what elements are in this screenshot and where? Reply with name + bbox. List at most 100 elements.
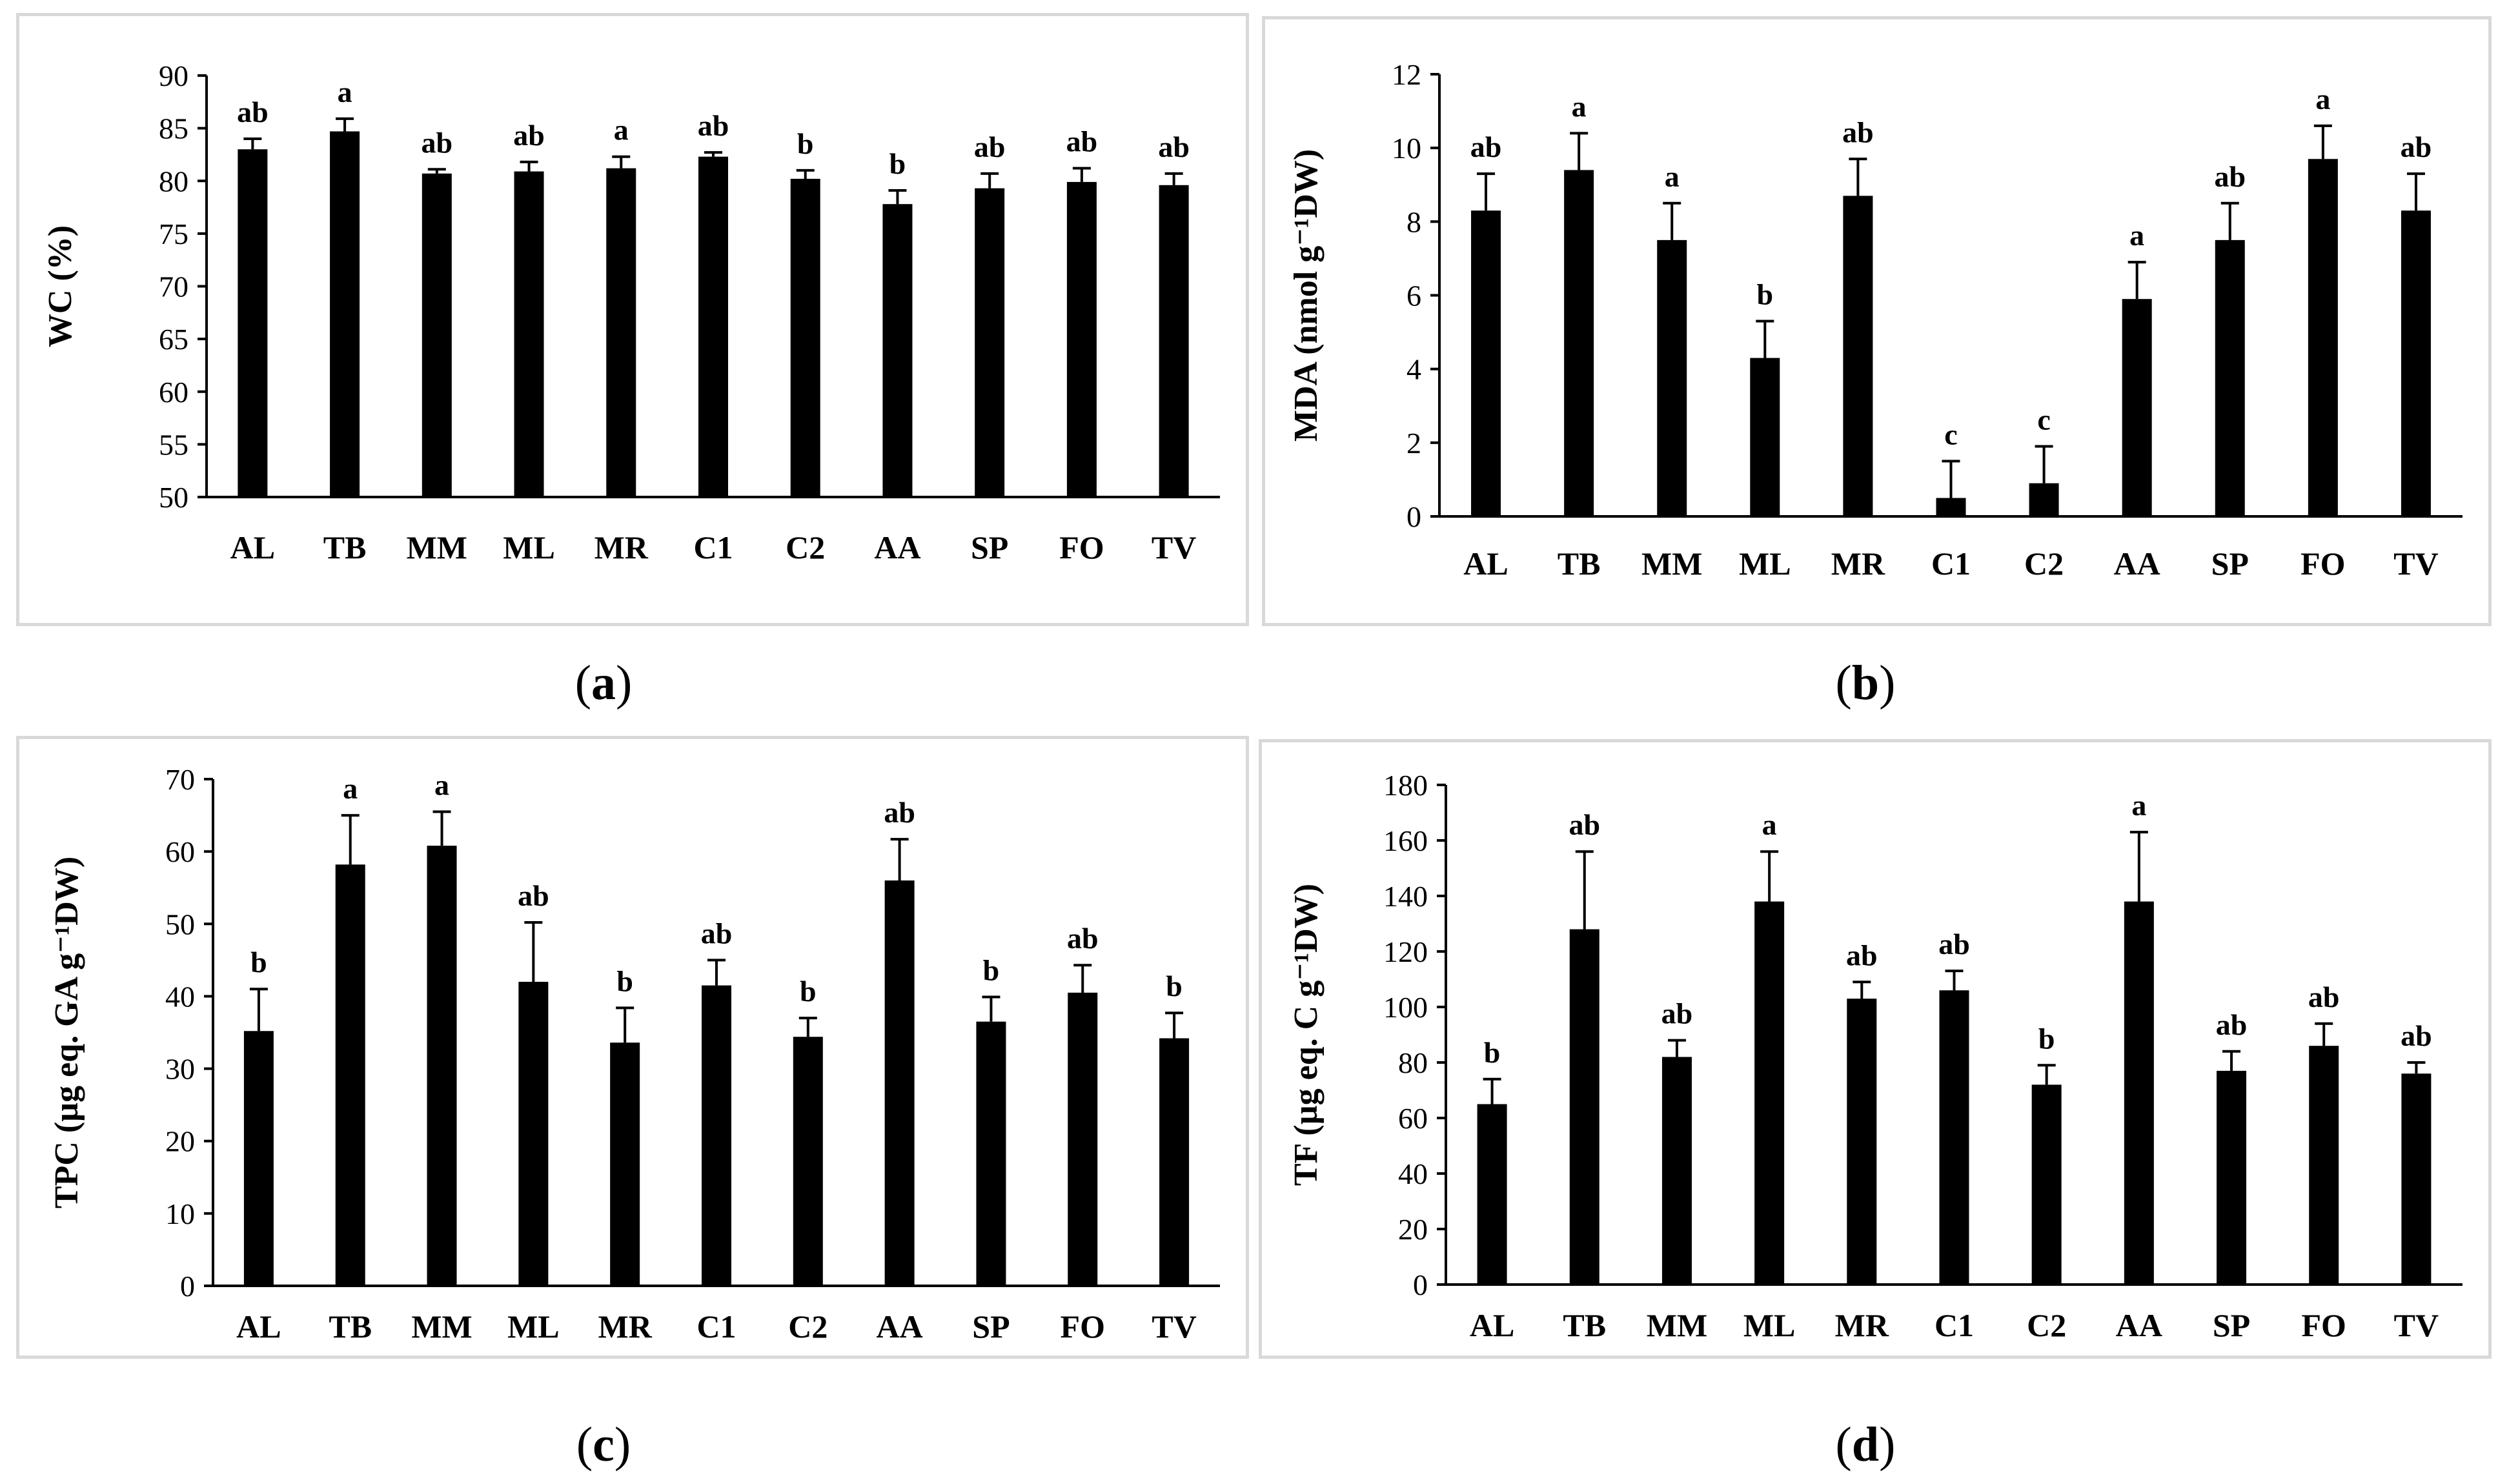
chart-panel-b: 0 2 4 6 8 10 12 MDA (nmol g⁻¹DW) ab AL a TB a MM b ML ab… [1262,16,2492,626]
bar [1939,990,1969,1285]
x-tick-label: MM [1647,1307,1707,1343]
bar [2217,1070,2247,1285]
bar [2029,483,2059,516]
significance-letter: a [1572,90,1587,123]
bar [1569,929,1599,1285]
x-tick-label: AL [230,529,275,565]
significance-letter: ab [421,126,453,159]
significance-letter: b [616,964,633,997]
significance-letter: a [2131,789,2146,822]
x-tick-label: C1 [1934,1307,1974,1343]
significance-letter: ab [1066,125,1098,158]
x-tick-label: C2 [788,1308,828,1345]
caption-a: (a) [574,656,633,710]
x-tick-label: MM [411,1308,472,1345]
significance-letter: ab [698,109,729,142]
x-tick-label: TB [1563,1307,1606,1343]
significance-letter: b [797,127,814,160]
significance-letter: a [2129,219,2144,252]
caption-c-label: c [593,1418,614,1472]
significance-letter: ab [1569,808,1600,841]
significance-letter: c [2037,403,2050,436]
bar [518,982,549,1286]
y-tick-label: 6 [1406,280,1421,312]
bar [1477,1104,1507,1285]
y-tick-label: 65 [159,323,188,356]
bar [2122,299,2152,516]
x-tick-label: TV [2394,1307,2439,1343]
y-tick-label: 10 [1392,132,1421,165]
x-tick-label: TV [2393,545,2438,582]
significance-letter: ab [1470,130,1502,163]
y-tick-label: 0 [180,1270,195,1303]
x-tick-label: FO [2302,1307,2346,1343]
y-tick-label: 20 [1398,1213,1428,1246]
y-tick-label: 40 [165,980,195,1013]
significance-letter: a [2315,83,2330,116]
bar [1754,901,1785,1285]
x-tick-label: AL [1463,545,1508,582]
bar [790,178,820,497]
significance-letter: b [800,975,817,1008]
y-tick-label: 90 [159,59,188,92]
caption-a-label: a [591,656,616,710]
significance-letter: ab [1846,939,1878,971]
chart-mda: 0 2 4 6 8 10 12 MDA (nmol g⁻¹DW) ab AL a TB a MM b ML ab… [1288,58,2462,582]
bar [514,171,544,497]
y-axis-title: MDA (nmol g⁻¹DW) [1288,149,1325,442]
bar [884,880,915,1286]
x-tick-label: TV [1152,529,1196,565]
x-tick-label: FO [2300,545,2345,582]
bar [1159,1038,1190,1286]
x-tick-label: AA [877,1308,923,1345]
x-tick-label: AA [874,529,920,565]
significance-letter: ab [237,96,269,128]
y-tick-label: 0 [1413,1268,1428,1301]
caption-b: (b) [1835,656,1896,710]
y-tick-label: 40 [1398,1157,1428,1190]
x-tick-label: SP [971,529,1008,565]
bar [606,168,636,497]
x-tick-label: C2 [2027,1307,2066,1343]
y-axis-title: TPC (µg eq. GA g⁻¹DW) [48,857,85,1208]
chart-panel-c: 0 10 20 30 40 50 60 70 TPC (µg eq. GA g⁻¹DW) b AL a… [16,736,1249,1359]
bar [1471,210,1501,516]
x-tick-label: C1 [696,1308,736,1345]
bar [2309,1046,2339,1285]
significance-letter: c [1944,418,1957,451]
significance-letter: ab [2401,130,2432,163]
bar [1661,1057,1692,1285]
x-tick-label: FO [1061,1308,1105,1345]
significance-letter: ab [518,879,549,912]
significance-letter: a [1665,160,1680,193]
bar [2308,159,2338,516]
chart-panel-d: 0 20 40 60 80 100 120 140 160 180 TF (µg eq. C g⁻¹… [1259,739,2492,1359]
significance-letter: ab [2308,981,2340,1013]
x-tick-label: MR [1831,545,1885,582]
y-tick-label: 180 [1383,769,1428,802]
y-tick-label: 85 [159,112,188,145]
significance-letter: ab [1067,922,1099,955]
significance-letter: a [343,772,358,805]
x-tick-label: ML [1739,545,1791,582]
bar [330,131,360,497]
y-tick-label: 60 [159,376,188,409]
y-axis-title: TF (µg eq. C g⁻¹DW) [1288,884,1325,1186]
bar [882,204,913,497]
significance-letter: ab [1661,997,1693,1030]
significance-letter: ab [1158,130,1190,163]
significance-letter: b [250,946,267,979]
y-tick-label: 0 [1406,500,1421,533]
x-tick-label: C1 [1931,545,1971,582]
x-tick-label: ML [1743,1307,1796,1343]
bar [1750,358,1780,516]
y-tick-label: 8 [1406,205,1421,238]
y-tick-label: 60 [165,835,195,868]
x-tick-label: SP [2213,1307,2250,1343]
bar [702,985,731,1286]
significance-letter: ab [884,796,915,829]
significance-letter: ab [701,917,733,950]
y-tick-label: 20 [165,1125,195,1158]
x-tick-label: AL [1470,1307,1514,1343]
